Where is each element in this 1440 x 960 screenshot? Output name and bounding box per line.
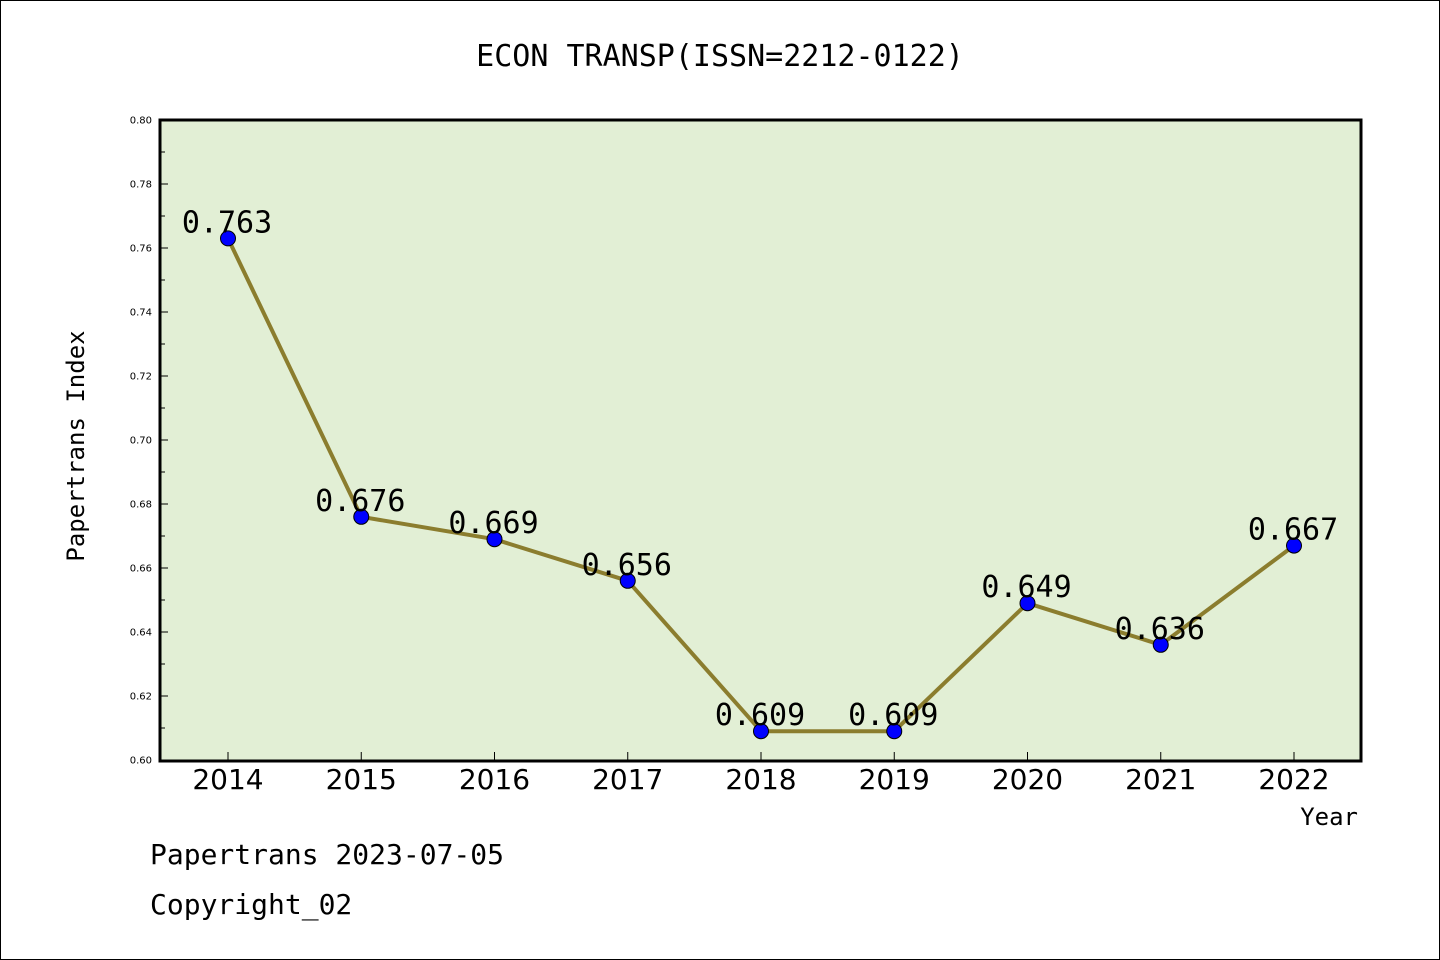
data-point-2015	[353, 508, 370, 525]
data-point-2014	[220, 230, 236, 247]
x-tick-label: 2017	[592, 763, 663, 796]
y-tick-label: 0.80	[130, 116, 152, 127]
data-label-2016: 0.669	[448, 506, 538, 541]
y-tick-label: 0.66	[130, 564, 152, 575]
data-point-2021	[1152, 636, 1169, 653]
data-label-2021: 0.636	[1115, 612, 1205, 647]
x-tick-label: 2022	[1258, 763, 1329, 796]
data-point-2016	[486, 531, 503, 548]
y-tick-label: 0.64	[130, 628, 152, 639]
x-tick-label: 2016	[459, 763, 530, 796]
data-point-2020	[1019, 595, 1036, 612]
x-tick-label: 2018	[725, 763, 796, 796]
y-axis: 0.60 0.62 0.64 0.66 0.68 0.70 0.72 0.74 0.76 0.78…	[130, 116, 168, 767]
data-point-2022	[1286, 537, 1302, 554]
data-labels: 0.763 0.676 0.669 0.656 0.609 0.609 0.649 0.636…	[182, 205, 1338, 733]
footer-copyright: Copyright_02	[150, 888, 352, 922]
x-axis-label: Year	[1300, 803, 1358, 831]
y-tick-label: 0.62	[130, 692, 152, 703]
data-label-2014: 0.763	[182, 205, 272, 240]
data-label-2017: 0.656	[582, 548, 672, 583]
data-label-2019: 0.609	[848, 698, 938, 733]
series-markers	[220, 230, 1302, 740]
plot-area	[158, 118, 1363, 763]
footer-date: Papertrans 2023-07-05	[150, 838, 504, 871]
x-tick-label: 2014	[192, 763, 263, 796]
y-tick-label: 0.74	[130, 308, 152, 319]
x-tick-label: 2019	[859, 763, 930, 796]
y-tick-label: 0.78	[130, 180, 152, 191]
data-label-2020: 0.649	[981, 570, 1071, 605]
y-tick-label: 0.68	[130, 500, 152, 511]
x-tick-label: 2021	[1125, 763, 1196, 796]
x-tick-label: 2015	[326, 763, 397, 796]
data-label-2022: 0.667	[1248, 513, 1338, 548]
data-point-2017	[619, 572, 636, 589]
chart-title: ECON TRANSP(ISSN=2212-0122)	[476, 39, 964, 74]
data-label-2015: 0.676	[315, 484, 405, 519]
y-tick-label: 0.76	[130, 244, 152, 255]
x-tick-label: 2020	[992, 763, 1063, 796]
y-tick-label: 0.72	[130, 372, 152, 383]
data-label-2018: 0.609	[715, 698, 805, 733]
y-tick-label: 0.60	[130, 756, 152, 767]
y-axis-label: Papertrans Index	[62, 330, 90, 561]
data-point-2018	[753, 723, 769, 740]
y-tick-label: 0.70	[130, 436, 152, 447]
data-point-2019	[886, 723, 903, 740]
x-axis: 2014 2015 2016 2017 2018 2019 2020 2021 2022	[192, 752, 1330, 796]
